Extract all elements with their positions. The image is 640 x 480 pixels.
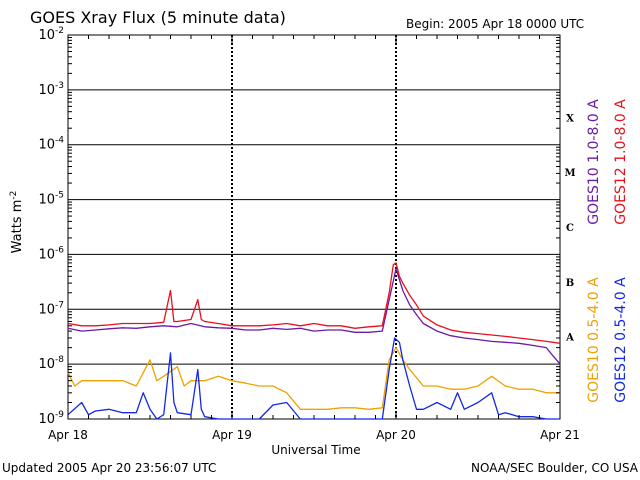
y-tick-label: 10-8 bbox=[38, 355, 64, 372]
series-line bbox=[67, 346, 560, 410]
y-tick-label: 10-9 bbox=[38, 410, 64, 427]
flare-class-labels: A B C M X bbox=[564, 113, 575, 343]
begin-date: Begin: 2005 Apr 18 0000 UTC bbox=[406, 17, 584, 31]
chart-title: GOES Xray Flux (5 minute data) bbox=[30, 8, 286, 27]
updated-timestamp: Updated 2005 Apr 20 23:56:07 UTC bbox=[2, 461, 216, 475]
y-axis-ticks: 10-9 10-8 10-7 10-6 10-5 10-4 10-3 10-2 bbox=[38, 26, 560, 427]
flare-class-label: M bbox=[564, 168, 575, 179]
grid-lines bbox=[68, 34, 560, 420]
day-markers bbox=[231, 35, 397, 419]
y-axis-label: Watts m-2 bbox=[9, 191, 25, 254]
x-tick-label: Apr 20 bbox=[376, 428, 416, 442]
flare-class-label: C bbox=[566, 223, 574, 234]
series-line bbox=[67, 337, 560, 420]
legend-entry: GOES12 0.5-4.0 A bbox=[613, 277, 629, 403]
legend: GOES10 1.0-8.0 A GOES12 1.0-8.0 A GOES10 0… bbox=[586, 99, 629, 403]
y-tick-label: 10-4 bbox=[38, 136, 64, 153]
series-line bbox=[67, 268, 561, 365]
y-tick-label: 10-3 bbox=[38, 81, 64, 98]
series-line bbox=[67, 262, 561, 344]
y-tick-label: 10-5 bbox=[38, 191, 64, 208]
y-tick-label: 10-2 bbox=[38, 26, 64, 43]
x-tick-label: Apr 18 bbox=[48, 428, 88, 442]
x-tick-label: Apr 19 bbox=[212, 428, 252, 442]
flare-class-label: B bbox=[566, 278, 574, 289]
legend-entry: GOES10 0.5-4.0 A bbox=[586, 277, 602, 403]
legend-entry: GOES10 1.0-8.0 A bbox=[586, 99, 602, 225]
y-tick-label: 10-7 bbox=[38, 300, 64, 317]
x-axis-ticks: Apr 18 Apr 19 Apr 20 Apr 21 bbox=[48, 35, 580, 442]
y-tick-label: 10-6 bbox=[38, 245, 64, 262]
plot-frame bbox=[67, 34, 561, 420]
source-credit: NOAA/SEC Boulder, CO USA bbox=[471, 461, 639, 475]
series-layer bbox=[67, 262, 561, 420]
flare-class-label: X bbox=[566, 113, 574, 124]
flare-class-label: A bbox=[565, 333, 574, 344]
legend-entry: GOES12 1.0-8.0 A bbox=[613, 99, 629, 225]
x-axis-label: Universal Time bbox=[271, 443, 360, 457]
x-tick-label: Apr 21 bbox=[540, 428, 580, 442]
